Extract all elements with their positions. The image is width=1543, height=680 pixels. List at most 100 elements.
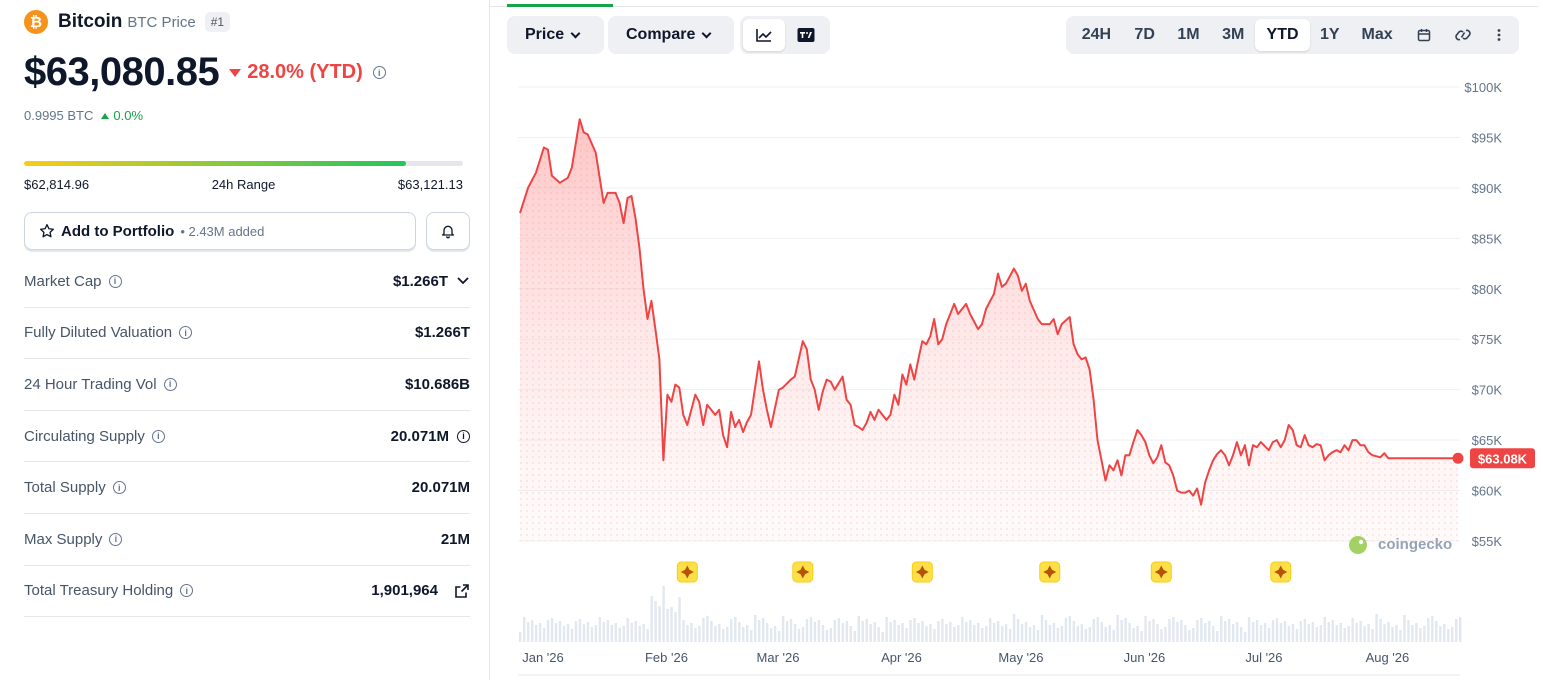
external-link-icon[interactable] <box>454 583 470 599</box>
range-option-1m[interactable]: 1M <box>1177 26 1200 43</box>
volume-bar <box>1104 627 1107 642</box>
volume-bar <box>1307 624 1311 642</box>
volume-bar <box>542 628 546 642</box>
stat-value-text: $1.266T <box>414 324 470 342</box>
volume-bar <box>1176 622 1179 642</box>
volume-bar <box>1180 620 1183 642</box>
info-icon[interactable]: i <box>180 584 194 598</box>
volume-bar <box>1112 630 1115 642</box>
info-icon[interactable]: i <box>163 377 177 391</box>
stat-label-text: Total Supply <box>24 479 106 497</box>
volume-bar <box>1459 617 1462 642</box>
stat-label-text: 24 Hour Trading Vol <box>24 375 157 393</box>
price-alert-button[interactable] <box>426 212 470 250</box>
btc-value: 0.9995 BTC <box>24 108 94 123</box>
volume-bar <box>769 628 773 642</box>
volume-bar <box>1411 625 1414 642</box>
price-area-dots <box>520 119 1458 542</box>
range-option-1y[interactable]: 1Y <box>1320 26 1340 43</box>
stat-label: Market Cap i <box>24 273 122 290</box>
volume-bar <box>586 622 590 642</box>
volume-bar <box>1267 628 1271 642</box>
volume-bar <box>1016 619 1020 642</box>
volume-bar <box>985 626 988 642</box>
tradingview-button[interactable] <box>785 19 827 51</box>
info-icon[interactable]: i <box>179 326 193 340</box>
volume-bar <box>562 626 566 642</box>
volume-bar <box>1092 619 1095 642</box>
add-to-portfolio-button[interactable]: Add to Portfolio • 2.43M added <box>24 212 416 250</box>
more-options-button[interactable] <box>1482 19 1516 51</box>
volume-bar <box>1000 626 1004 642</box>
volume-bar <box>825 630 829 642</box>
bitcoin-logo-icon: ₿ <box>24 10 48 34</box>
range-option-7d[interactable]: 7D <box>1134 26 1155 43</box>
volume-bar <box>1435 621 1438 642</box>
range-option-3m[interactable]: 3M <box>1222 26 1245 43</box>
info-icon[interactable]: i <box>108 274 122 288</box>
tab-divider <box>490 6 1538 7</box>
rank-badge: #1 <box>204 12 231 32</box>
volume-bar <box>582 624 586 642</box>
volume-bar <box>1044 620 1048 642</box>
volume-bar <box>929 624 932 642</box>
active-tab-indicator <box>507 4 613 7</box>
range-option-24h[interactable]: 24H <box>1081 26 1112 43</box>
volume-bar <box>526 622 530 642</box>
y-tick-label: $75K <box>1472 332 1503 347</box>
volume-bar <box>1443 624 1446 642</box>
volume-bar <box>1048 625 1052 642</box>
x-axis: Jan '26 Feb '26 Mar '26 Apr '26 May '26 Jun '… <box>518 650 1460 676</box>
info-icon[interactable]: i <box>457 429 470 443</box>
volume-bar <box>1096 617 1099 642</box>
volume-bar <box>734 617 737 642</box>
volume-bar <box>558 621 562 642</box>
volume-bar <box>1231 624 1235 642</box>
price-dropdown[interactable]: Price <box>507 16 604 54</box>
compare-dropdown[interactable]: Compare <box>608 16 734 54</box>
line-chart-button[interactable] <box>743 19 785 51</box>
coingecko-logo-eye <box>1358 539 1364 545</box>
volume-bar <box>618 628 621 642</box>
calendar-button[interactable] <box>1404 19 1444 51</box>
link-button[interactable] <box>1444 19 1482 51</box>
y-axis: $100K $95K $90K $85K $80K $75K $70K $65K $60K $55… <box>1464 80 1502 549</box>
volume-bar <box>1080 624 1084 642</box>
volume-bar <box>953 627 956 642</box>
volume-bar <box>809 617 813 642</box>
volume-bar <box>1148 621 1151 642</box>
line-chart-icon <box>756 29 772 42</box>
info-icon[interactable]: i <box>372 66 386 79</box>
stat-row: 24 Hour Trading Vol i $10.686B <box>24 359 470 411</box>
x-tick-label: Jul '26 <box>1245 650 1282 665</box>
volume-bar <box>905 628 908 642</box>
x-tick-label: Aug '26 <box>1366 650 1410 665</box>
stat-value: 20.071M <box>412 479 470 496</box>
range-option-max[interactable]: Max <box>1361 26 1393 43</box>
stat-value-text: 20.071M <box>390 427 449 445</box>
volume-bar <box>1279 623 1283 642</box>
sparkle-icon <box>796 565 810 579</box>
info-icon[interactable]: i <box>151 429 165 443</box>
event-marker-icon <box>792 561 814 583</box>
chevron-down-icon[interactable] <box>456 276 470 286</box>
volume-bar <box>1227 619 1231 642</box>
range-option-ytd[interactable]: YTD <box>1255 19 1310 51</box>
price-area <box>519 118 1458 542</box>
stat-value: $1.266T <box>415 324 470 341</box>
price-line <box>519 118 1458 506</box>
volume-bar <box>698 626 701 642</box>
volume-bar <box>678 597 681 642</box>
time-range-selector: 24H 7D 1M 3M YTD 1Y Max <box>1066 16 1519 54</box>
event-marker-icon <box>911 561 933 583</box>
volume-bar <box>1060 626 1064 642</box>
volume-bar <box>690 623 693 642</box>
volume-bar <box>1343 628 1346 642</box>
info-icon[interactable]: i <box>112 481 126 495</box>
x-tick-label: Mar '26 <box>757 650 800 665</box>
volume-bar <box>1056 628 1060 642</box>
volume-bar <box>1128 623 1131 642</box>
volume-bar <box>1423 626 1426 642</box>
stat-value-text: 21M <box>440 530 470 548</box>
info-icon[interactable]: i <box>109 532 123 546</box>
